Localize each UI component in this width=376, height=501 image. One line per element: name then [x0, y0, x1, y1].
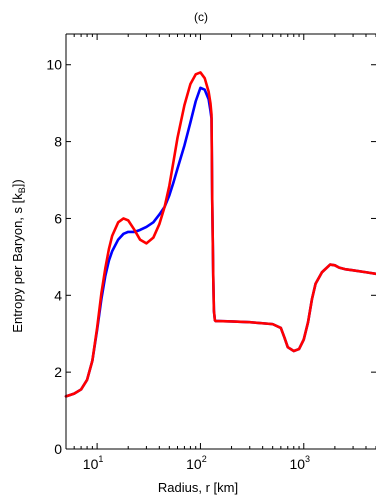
y-tick-label: 6	[54, 210, 62, 226]
x-axis-label: Radius, r [km]	[158, 480, 238, 495]
y-tick-label: 2	[54, 364, 62, 380]
x-tick-label: 101	[83, 454, 104, 472]
y-axis-label-subscript: B	[17, 187, 27, 193]
series-line-1	[64, 86, 376, 398]
y-tick-label: 10	[46, 57, 62, 73]
series-line-2	[64, 71, 376, 398]
y-tick-label: 8	[54, 134, 62, 150]
y-axis-label: Entropy per Baryon, s [kB])	[10, 179, 27, 332]
y-tick-label: 4	[54, 287, 62, 303]
chart-title: (c)	[194, 10, 208, 24]
y-tick-label: 0	[54, 441, 62, 457]
y-axis-label-end: ])	[10, 179, 25, 187]
x-tick-label: 102	[186, 454, 207, 472]
plot-area: 0 2 4 6 8 10 101 102 103	[46, 33, 376, 472]
x-tick-label: 103	[289, 454, 310, 472]
y-axis-label-main: Entropy per Baryon, s [k	[10, 193, 25, 333]
